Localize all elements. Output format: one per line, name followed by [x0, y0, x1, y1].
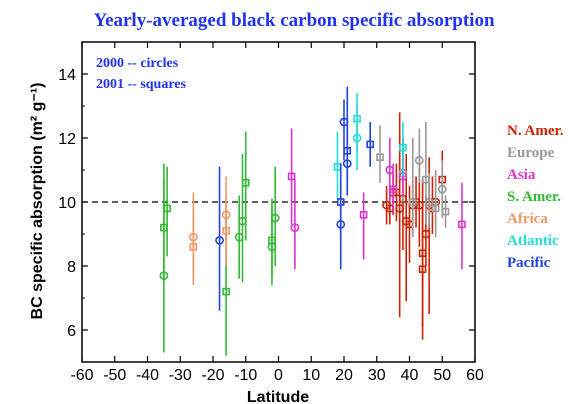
data-point-square	[408, 198, 417, 206]
data-point-square	[287, 172, 296, 181]
x-tick-label: 0	[274, 367, 283, 384]
data-point-square	[366, 140, 375, 149]
chart-title: Yearly-averaged black carbon specific ab…	[93, 10, 495, 31]
data-point-square	[376, 153, 384, 161]
x-tick-label: -40	[136, 367, 159, 384]
data-point-circle	[215, 235, 224, 245]
y-tick-label: 6	[67, 323, 76, 340]
legend-item: N. Amer.	[507, 123, 564, 139]
data-point-square	[458, 220, 466, 229]
legend-item: S. Amer.	[507, 189, 561, 205]
data-point-square	[399, 143, 407, 152]
data-point-square	[222, 287, 230, 296]
series-pacific	[215, 86, 375, 311]
x-tick-label: 10	[302, 367, 320, 384]
series-africa	[188, 176, 231, 286]
x-tick-label: 60	[466, 367, 484, 384]
data-point-circle	[414, 155, 424, 165]
x-tick-label: -30	[169, 367, 192, 384]
data-point-square	[353, 115, 361, 123]
data-point-circle	[424, 197, 434, 207]
data-point-square	[441, 207, 450, 216]
data-point-circle	[342, 159, 352, 168]
data-point-circle	[270, 213, 280, 223]
annotation-circles: 2000 -- circles	[96, 56, 179, 71]
data-point-square	[241, 179, 250, 187]
data-point-circle	[290, 223, 300, 232]
data-point-square	[222, 227, 230, 235]
y-axis-label: BC specific absorption (m² g⁻¹)	[29, 83, 46, 320]
data-point-circle	[437, 184, 447, 194]
series-atlantic	[333, 93, 407, 199]
y-tick-label: 8	[67, 259, 76, 276]
data-point-square	[189, 243, 198, 251]
series-europe	[376, 122, 450, 238]
data-point-square	[163, 204, 171, 213]
data-point-square	[359, 211, 368, 219]
x-tick-label: 40	[401, 367, 419, 384]
x-axis-label: Latitude	[247, 389, 309, 404]
data-point-square	[336, 198, 345, 206]
legend-item: Europe	[507, 145, 555, 161]
x-tick-label: -60	[70, 367, 93, 384]
y-tick-label: 12	[58, 131, 76, 148]
legend-item: Asia	[507, 167, 536, 183]
x-tick-label: 20	[335, 367, 353, 384]
data-point-square	[431, 204, 440, 213]
y-tick-label: 10	[58, 195, 76, 212]
legend-item: Pacific	[507, 255, 551, 271]
data-point-square	[389, 185, 397, 193]
series-s-amer	[159, 131, 280, 356]
x-tick-label: -10	[234, 367, 257, 384]
annotation-squares: 2001 -- squares	[96, 77, 187, 92]
y-tick-label: 14	[58, 67, 76, 84]
legend-item: Africa	[507, 211, 548, 227]
x-tick-label: -20	[201, 367, 224, 384]
x-tick-label: 30	[368, 367, 386, 384]
x-tick-label: -50	[103, 367, 126, 384]
x-tick-label: 50	[433, 367, 451, 384]
data-point-square	[418, 265, 427, 274]
legend-item: Atlantic	[507, 233, 559, 249]
